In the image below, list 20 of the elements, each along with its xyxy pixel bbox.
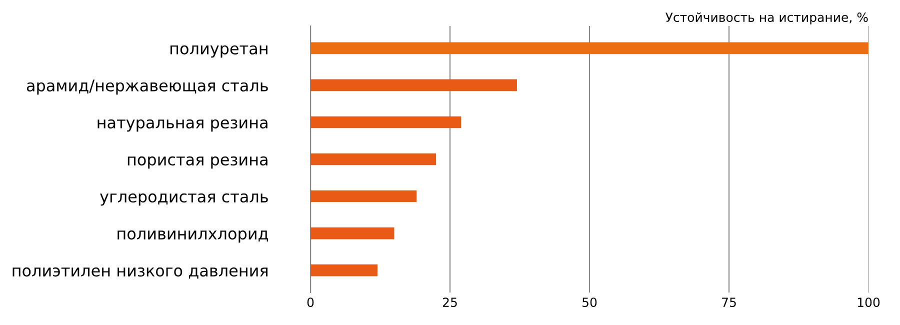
y-tick-label: углеродистая сталь — [100, 193, 268, 206]
x-tick-label: 0 — [307, 298, 314, 308]
x-tick-label: 75 — [722, 298, 736, 308]
bar — [310, 264, 378, 276]
bar — [310, 153, 436, 166]
x-tick-label: 50 — [582, 298, 597, 308]
y-tick-label: натуральная резина — [98, 119, 268, 132]
bar — [310, 79, 517, 92]
bar — [310, 227, 394, 240]
x-axis-title: Устойчивость на истирание, % — [666, 12, 868, 24]
bar — [310, 116, 462, 128]
y-tick-label: арамид/нержавеющая сталь — [26, 80, 268, 95]
y-tick-label: пористая резина — [128, 156, 268, 169]
x-tick-label: 25 — [442, 298, 457, 308]
bar — [310, 42, 868, 54]
x-tick-label: 100 — [858, 298, 880, 308]
y-tick-label: полиэтилен низкого давления — [12, 267, 268, 279]
y-tick-label: полиуретан — [170, 45, 268, 58]
y-tick-label: поливинилхлорид — [118, 230, 268, 243]
bar — [310, 190, 417, 202]
